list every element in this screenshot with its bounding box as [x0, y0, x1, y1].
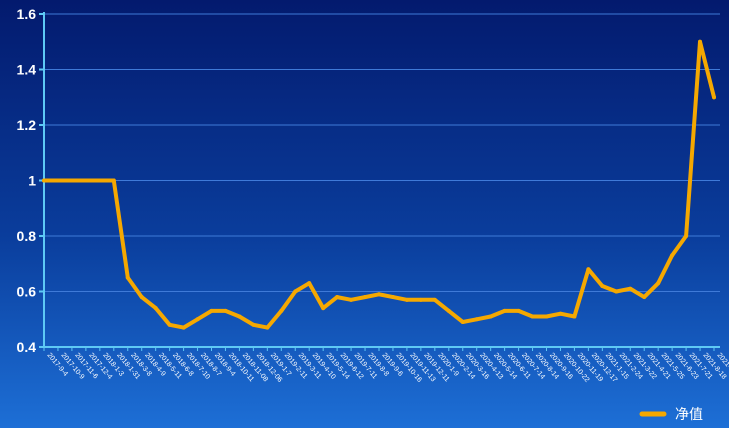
data-point — [418, 297, 423, 302]
data-point — [139, 295, 144, 300]
data-point — [460, 320, 465, 325]
x-axis-ticks: 2017-9-42017-10-92017-11-62017-12-42018-… — [43, 347, 729, 384]
data-point — [377, 292, 381, 297]
data-point — [390, 295, 395, 300]
y-tick-label: 0.8 — [17, 228, 37, 244]
data-point — [111, 178, 116, 183]
data-point — [237, 314, 242, 319]
data-point — [181, 325, 186, 330]
y-axis-ticks: 0.4 0.6 0.8 1 1.2 1.4 1.6 — [17, 6, 44, 355]
data-point — [600, 283, 605, 288]
data-point — [97, 178, 102, 183]
data-point — [614, 289, 619, 294]
data-point — [698, 39, 703, 44]
series-line-nav — [42, 39, 716, 330]
data-point — [223, 308, 228, 313]
data-point — [55, 178, 60, 183]
y-tick-label: 0.4 — [17, 339, 37, 355]
data-point — [712, 95, 716, 100]
data-point — [125, 275, 130, 280]
y-tick-label: 1 — [28, 173, 36, 189]
data-point — [279, 308, 284, 313]
data-point — [195, 317, 200, 322]
data-point — [516, 308, 521, 313]
data-point — [265, 325, 270, 330]
data-point — [83, 178, 88, 183]
y-tick-label: 1.2 — [17, 117, 37, 133]
data-point — [404, 297, 409, 302]
data-point — [642, 295, 647, 300]
data-point — [474, 317, 479, 322]
data-point — [586, 267, 591, 272]
data-point — [530, 314, 535, 319]
data-point — [349, 297, 354, 302]
grid-lines — [44, 13, 720, 348]
data-point — [307, 281, 312, 286]
data-point — [544, 314, 549, 319]
data-point — [656, 281, 661, 286]
data-point — [488, 314, 493, 319]
data-point — [572, 314, 577, 319]
data-point — [293, 289, 298, 294]
data-point — [42, 178, 46, 183]
y-tick-label: 0.6 — [17, 284, 37, 300]
data-point — [321, 306, 326, 311]
data-point — [251, 322, 256, 327]
y-tick-label: 1.6 — [17, 6, 37, 22]
legend: 净值 — [639, 406, 703, 422]
data-point — [558, 311, 563, 316]
data-point — [69, 178, 74, 183]
data-point — [502, 308, 507, 313]
data-point — [363, 295, 368, 300]
data-point — [209, 308, 214, 313]
data-point — [335, 295, 340, 300]
data-point — [167, 322, 172, 327]
y-tick-label: 1.4 — [17, 62, 37, 78]
data-point — [684, 234, 689, 238]
legend-label: 净值 — [675, 406, 703, 422]
data-point — [670, 253, 675, 258]
data-point — [628, 286, 633, 291]
data-point — [432, 297, 437, 302]
data-point — [446, 308, 451, 313]
data-point — [153, 306, 158, 311]
series-points — [42, 39, 716, 330]
